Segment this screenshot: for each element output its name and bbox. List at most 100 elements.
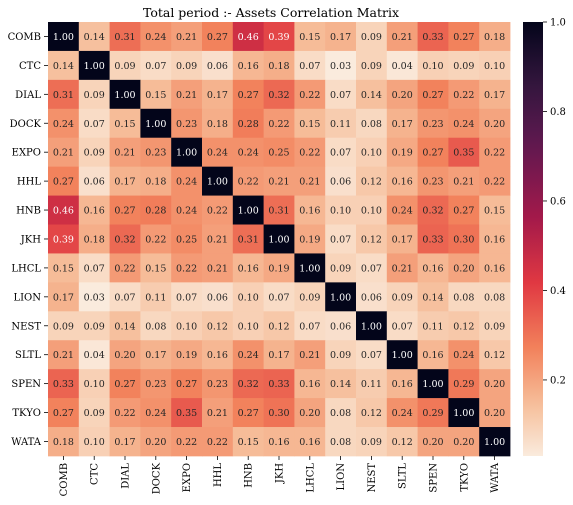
x-tick-label: LION [336, 463, 347, 491]
heatmap-cell [109, 398, 141, 428]
cell-value-label: 0.07 [361, 263, 382, 274]
heatmap-cell [171, 427, 203, 457]
cell-value-label: 0.27 [53, 177, 74, 188]
cell-value-label: 0.12 [392, 437, 413, 448]
cell-value-label: 0.31 [114, 32, 135, 43]
cell-value-label: 0.09 [84, 90, 105, 101]
heatmap-cell [232, 50, 264, 81]
cell-value-label: 0.07 [330, 148, 351, 159]
cell-value-label: 0.12 [361, 408, 382, 419]
heatmap-cell [109, 253, 141, 283]
cell-value-label: 0.18 [84, 234, 105, 245]
x-tick-label: TKYO [459, 463, 470, 492]
cell-value-label: 0.17 [114, 437, 135, 448]
heatmap-cell [479, 311, 511, 341]
heatmap-cell [356, 166, 388, 196]
cell-value-label: 0.21 [176, 90, 197, 101]
cell-value-label: 0.14 [422, 292, 443, 303]
heatmap-cell [294, 398, 326, 428]
cell-value-label: 0.21 [207, 263, 228, 274]
cell-value-label: 0.18 [484, 32, 505, 43]
y-tick-label: SLTL [15, 350, 41, 361]
colorbar-tick-label: 0.6 [550, 196, 566, 207]
heatmap-cell [140, 108, 172, 139]
heatmap-cell [448, 369, 480, 399]
cell-value-label: 0.03 [330, 61, 351, 72]
heatmap-cell [448, 50, 480, 81]
heatmap-cell [448, 398, 480, 428]
heatmap-cell [417, 195, 449, 225]
cell-value-label: 0.15 [484, 206, 505, 217]
cell-value-label: 0.07 [268, 292, 289, 303]
heatmap-cell [263, 137, 295, 168]
cell-value-label: 0.22 [299, 90, 320, 101]
cell-value-label: 0.16 [207, 350, 228, 361]
heatmap-cell [386, 137, 418, 168]
heatmap-cell [294, 22, 326, 52]
x-tick-label: DOCK [151, 462, 162, 494]
cell-value-label: 0.16 [299, 437, 320, 448]
heatmap-cell [294, 427, 326, 457]
heatmap-cell [109, 108, 141, 139]
heatmap-cell [325, 224, 357, 254]
cell-value-label: 0.22 [484, 177, 505, 188]
cell-value-label: 0.09 [84, 321, 105, 332]
cell-value-label: 0.08 [361, 119, 382, 130]
heatmap-cell [109, 340, 141, 370]
cell-value-label: 0.17 [53, 292, 74, 303]
heatmap-cell [202, 166, 234, 196]
heatmap-cell [417, 224, 449, 254]
cell-value-label: 0.11 [361, 379, 382, 390]
cell-value-label: 0.12 [484, 350, 505, 361]
heatmap-cell [232, 282, 264, 312]
heatmap-cell [171, 311, 203, 341]
cell-value-label: 0.14 [330, 379, 351, 390]
cell-value-label: 0.27 [238, 408, 259, 419]
cell-value-label: 0.21 [53, 148, 74, 159]
heatmap-cell [78, 427, 110, 457]
heatmap-cell [232, 311, 264, 341]
cell-value-label: 0.22 [238, 177, 259, 188]
cell-value-label: 0.33 [268, 379, 289, 390]
cell-value-label: 0.07 [299, 321, 320, 332]
cell-value-label: 0.20 [114, 350, 135, 361]
cell-value-label: 0.10 [238, 321, 259, 332]
cell-value-label: 0.07 [392, 321, 413, 332]
heatmap-cell [479, 224, 511, 254]
heatmap-cell [294, 79, 326, 110]
heatmap-cell [294, 253, 326, 283]
heatmap-cell [325, 137, 357, 168]
heatmap-cell [202, 137, 234, 168]
heatmap-cell [232, 369, 264, 399]
heatmap-cell [232, 427, 264, 457]
x-tick-label: EXPO [182, 463, 193, 492]
heatmap-cell [232, 340, 264, 370]
cell-value-label: 0.06 [207, 292, 228, 303]
cell-value-label: 0.07 [145, 61, 166, 72]
heatmap-cell [386, 253, 418, 283]
cell-value-label: 0.24 [176, 206, 197, 217]
y-tick-label: LION [13, 292, 41, 303]
colorbar-tick-label: 1.0 [550, 18, 566, 29]
colorbar [523, 22, 543, 456]
heatmap-cell [232, 108, 264, 139]
cell-value-label: 0.46 [53, 206, 74, 217]
heatmap-cell [78, 311, 110, 341]
y-tick-label: JKH [20, 234, 41, 245]
heatmap-cell [171, 253, 203, 283]
heatmap-cell [325, 340, 357, 370]
cell-value-label: 0.24 [145, 32, 166, 43]
heatmap-cell [109, 311, 141, 341]
heatmap-cell [448, 195, 480, 225]
colorbar-ticks: 0.2 0.4 0.6 0.8 1.0 [543, 18, 566, 386]
heatmap-cell [479, 195, 511, 225]
cell-value-label: 0.09 [361, 32, 382, 43]
heatmap-cell [417, 282, 449, 312]
cell-value-label: 1.00 [299, 263, 320, 274]
heatmap-cell [48, 398, 80, 428]
heatmap-cell [356, 22, 388, 52]
cell-value-label: 0.21 [299, 350, 320, 361]
heatmap-cell [386, 79, 418, 110]
cell-value-label: 0.24 [392, 206, 413, 217]
heatmap-cell [263, 340, 295, 370]
